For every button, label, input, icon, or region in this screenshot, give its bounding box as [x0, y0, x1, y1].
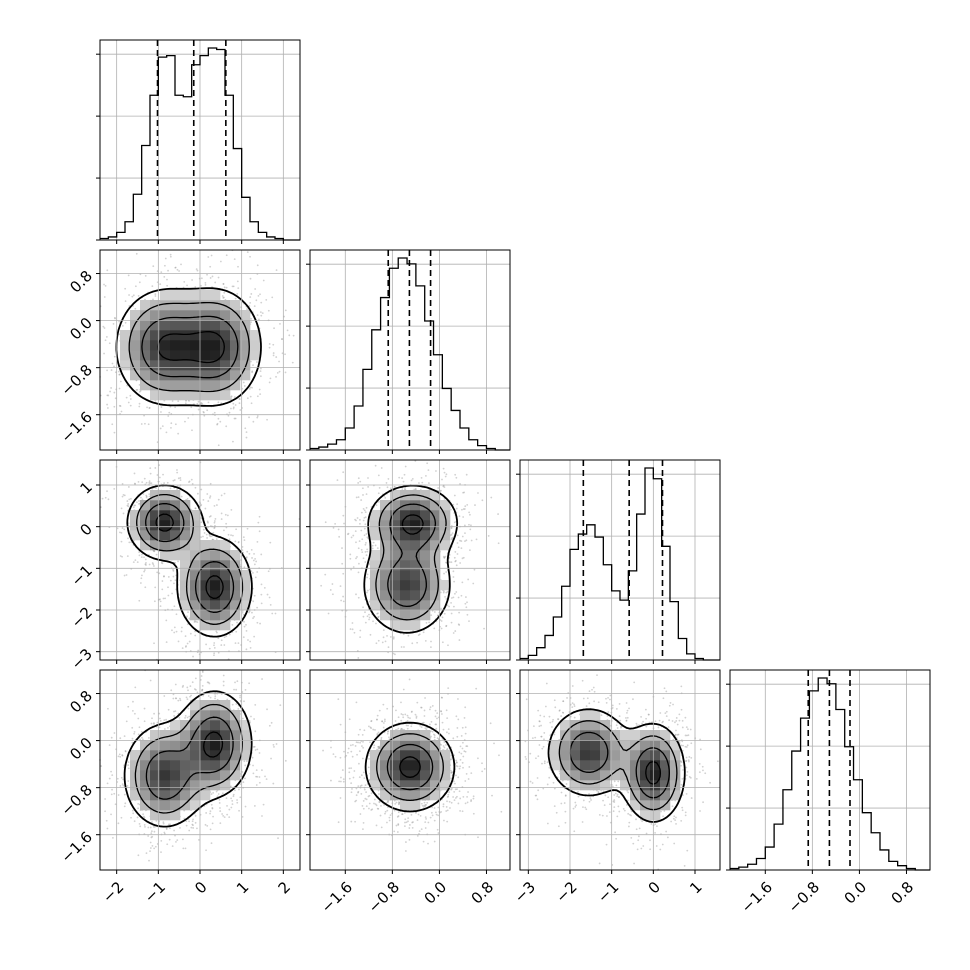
y-tick-label: −3 — [68, 645, 96, 673]
contour-line — [141, 315, 239, 379]
y-tick-label: 1 — [77, 478, 96, 497]
hist-panel-3 — [519, 459, 721, 661]
contour-line — [134, 703, 243, 814]
contour-line — [399, 756, 421, 778]
y-tick-label: −0.8 — [58, 361, 96, 399]
y-tick-label: 0.8 — [66, 687, 96, 717]
x-tick-label: −1 — [594, 878, 622, 906]
joint-panel-2-3 — [320, 459, 500, 659]
y-tick-label: −1.6 — [58, 828, 96, 866]
contour-line — [376, 733, 444, 802]
contour-line — [401, 514, 424, 535]
x-tick-label: 0.0 — [421, 878, 451, 908]
joint-frame-2-3 — [309, 459, 511, 661]
contour-line — [363, 484, 459, 634]
contour-line — [375, 494, 447, 621]
x-tick-label: 0 — [191, 878, 210, 897]
contour-line — [123, 690, 253, 828]
joint-panel-1-4 — [99, 669, 287, 862]
contour-line — [364, 721, 456, 813]
y-tick-label: −1 — [68, 562, 96, 590]
joint-panel-3-4 — [524, 674, 719, 871]
contour-line — [203, 731, 224, 758]
x-tick-label: −2 — [552, 878, 580, 906]
histogram-2 — [310, 257, 510, 451]
joint-frame-3-4 — [519, 669, 721, 871]
x-tick-label: −0.8 — [785, 878, 823, 916]
y-tick-label: 0.0 — [66, 734, 96, 764]
x-tick-label: 0 — [645, 878, 664, 897]
x-tick-label: 0.8 — [468, 878, 498, 908]
x-tick-label: 1 — [686, 878, 705, 897]
x-tick-label: 0.8 — [888, 878, 918, 908]
contour-line — [155, 513, 224, 599]
histogram-3 — [520, 467, 720, 661]
x-tick-label: 2 — [275, 878, 294, 897]
y-tick-label: 0.0 — [66, 314, 96, 344]
y-tick-label: 0 — [77, 520, 96, 539]
joint-panel-1-3 — [99, 459, 301, 661]
x-tick-label: −3 — [511, 878, 539, 906]
x-tick-label: 1 — [233, 878, 252, 897]
x-tick-label: −2 — [99, 878, 127, 906]
joint-panel-1-2 — [99, 249, 295, 447]
x-tick-label: −1.6 — [738, 878, 776, 916]
hist-panel-4 — [729, 669, 931, 871]
contour-line — [126, 484, 253, 638]
histogram-4 — [730, 677, 930, 871]
y-tick-label: −1.6 — [58, 408, 96, 446]
x-tick-label: −1.6 — [318, 878, 356, 916]
contour-line — [145, 716, 234, 800]
histogram-1 — [100, 47, 300, 241]
contour-line — [558, 720, 678, 811]
contour-line — [547, 708, 686, 823]
y-tick-label: 0.8 — [66, 267, 96, 297]
x-tick-label: −0.8 — [365, 878, 403, 916]
y-tick-label: −0.8 — [58, 781, 96, 819]
joint-panel-2-4 — [322, 678, 503, 852]
contour-line — [157, 330, 225, 364]
contour-line — [645, 760, 662, 785]
y-tick-label: −2 — [68, 603, 96, 631]
joint-frame-2-4 — [309, 669, 511, 871]
hist-panel-2 — [309, 249, 511, 451]
x-tick-label: 0.0 — [841, 878, 871, 908]
x-tick-label: −1 — [141, 878, 169, 906]
